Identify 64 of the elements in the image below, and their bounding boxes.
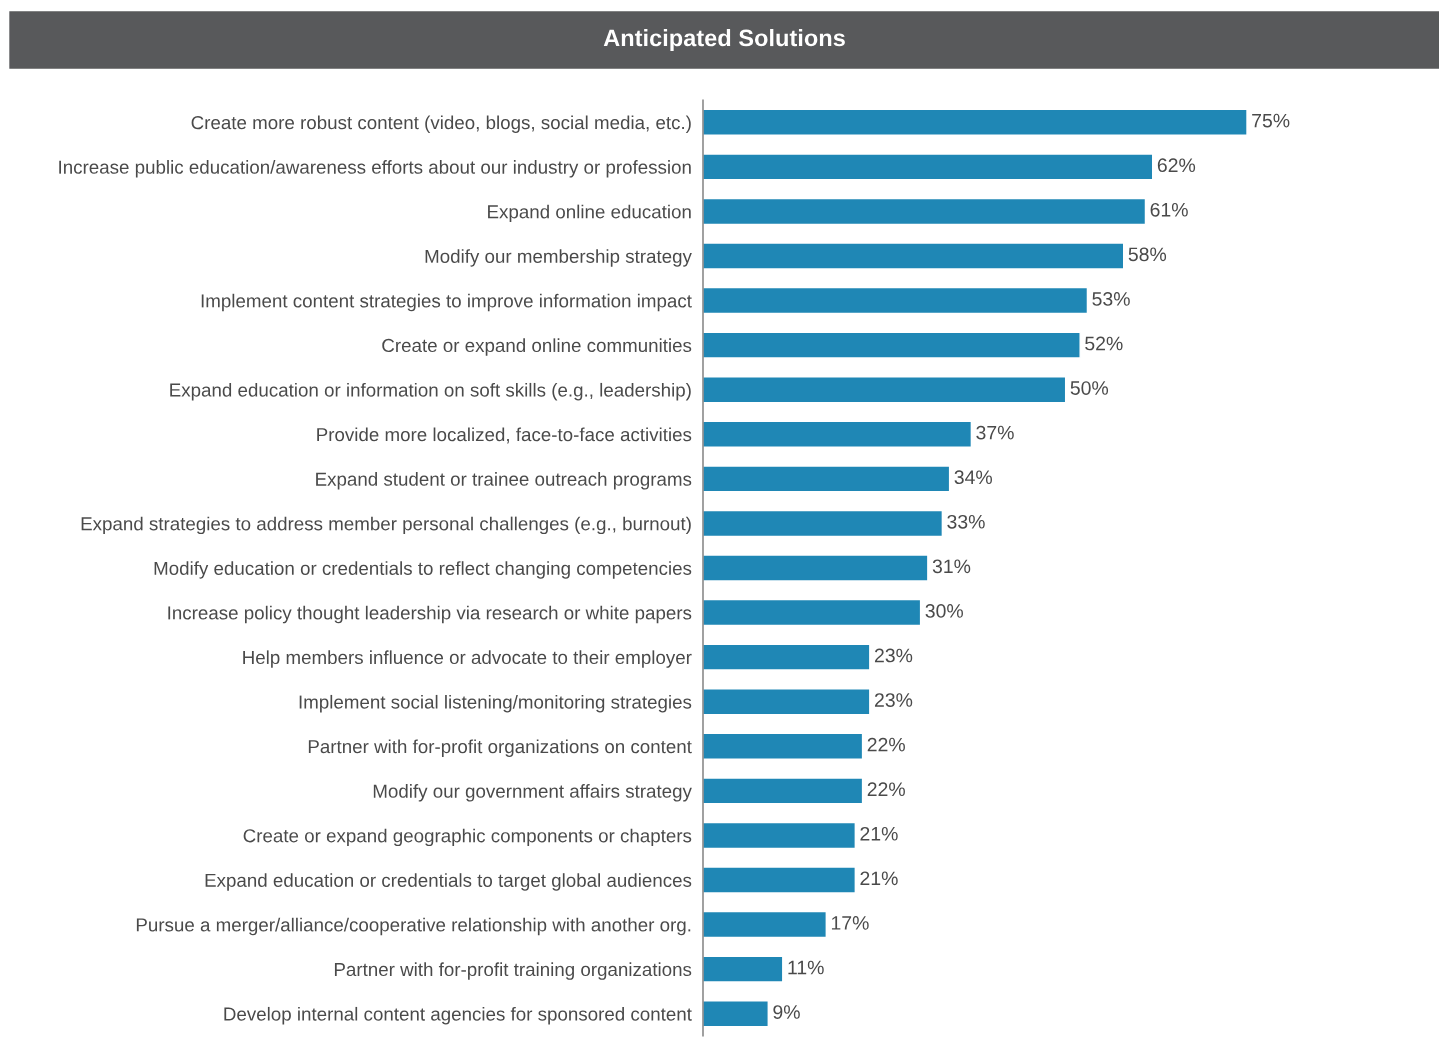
y-tick-label: Expand student or trainee outreach programs (316, 472, 692, 490)
y-tick-label: Increase policy thought leadership via research or white papers (168, 605, 692, 624)
bar (703, 554, 929, 582)
y-tick-label: Modify our government affairs strategy (373, 784, 692, 802)
bar (703, 955, 784, 983)
bar (703, 821, 857, 850)
data-label: 23% (874, 693, 913, 707)
bar (703, 153, 1154, 181)
bar (703, 420, 973, 448)
y-tick-label: Expand education or credentials to target global audiences (205, 873, 692, 891)
y-tick-label: Expand strategies to address member personal challenges (e.g., burnout) (81, 516, 691, 535)
bar (703, 242, 1125, 270)
bar (703, 108, 1248, 136)
y-tick-label: Expand education or information on soft skills (e.g., leadership) (170, 382, 691, 401)
y-tick-label: Develop internal content agencies for sponsored content (224, 1006, 692, 1025)
y-tick-label: Implement social listening/monitoring strategies (299, 694, 692, 713)
bar (703, 1000, 769, 1028)
y-tick-label: Create more robust content (video, blogs, social media, etc.) (191, 115, 691, 133)
y-tick-label: Pursue a merger/alliance/cooperative relationship with another org. (136, 917, 691, 936)
data-label: 50% (1070, 381, 1109, 395)
data-label: 75% (1252, 113, 1290, 128)
y-tick-label: Provide more localized, face-to-face activities (317, 427, 692, 444)
bar (703, 910, 828, 939)
bar (703, 331, 1081, 359)
chart-title: Anticipated Solutions (603, 29, 845, 51)
bar (703, 732, 864, 760)
bar (703, 777, 864, 805)
data-label: 52% (1085, 336, 1123, 351)
data-label: 30% (925, 604, 963, 618)
data-label: 11% (788, 960, 824, 975)
bar (703, 866, 857, 894)
data-label: 33% (947, 514, 985, 529)
y-tick-label: Partner with for-profit organizations on content (308, 739, 692, 757)
bar (703, 197, 1147, 226)
data-label: 22% (867, 737, 905, 752)
data-label: 62% (1157, 158, 1196, 173)
bar (703, 643, 871, 671)
data-label: 9% (773, 1005, 800, 1019)
data-label: 21% (860, 871, 898, 886)
data-label: 58% (1128, 247, 1167, 262)
data-label: 31% (932, 559, 971, 574)
data-label: 37% (976, 425, 1014, 440)
bar (703, 376, 1067, 404)
y-tick-label: Modify our membership strategy (425, 249, 692, 267)
y-tick-label: Expand online education (488, 204, 691, 223)
data-label: 61% (1150, 202, 1188, 217)
y-tick-label: Create or expand online communities (382, 338, 692, 356)
y-tick-label: Partner with for-profit training organizations (334, 962, 692, 980)
bar (703, 688, 871, 716)
data-label: 23% (874, 648, 913, 663)
data-label: 53% (1092, 292, 1130, 306)
bar (703, 509, 944, 538)
y-tick-label: Increase public education/awareness efforts about our industry or profession (59, 160, 691, 178)
data-label: 21% (860, 826, 898, 841)
data-label: 22% (867, 782, 905, 796)
y-tick-label: Create or expand geographic components or chapters (243, 828, 692, 847)
data-label: 17% (831, 916, 869, 930)
bar (703, 286, 1089, 315)
data-label: 34% (954, 470, 993, 485)
bar (703, 598, 922, 627)
y-tick-label: Help members influence or advocate to their employer (243, 650, 692, 668)
y-tick-label: Modify education or credentials to reflect changing competencies (154, 561, 692, 579)
y-tick-label: Implement content strategies to improve information impact (201, 293, 692, 312)
bar (703, 465, 951, 493)
